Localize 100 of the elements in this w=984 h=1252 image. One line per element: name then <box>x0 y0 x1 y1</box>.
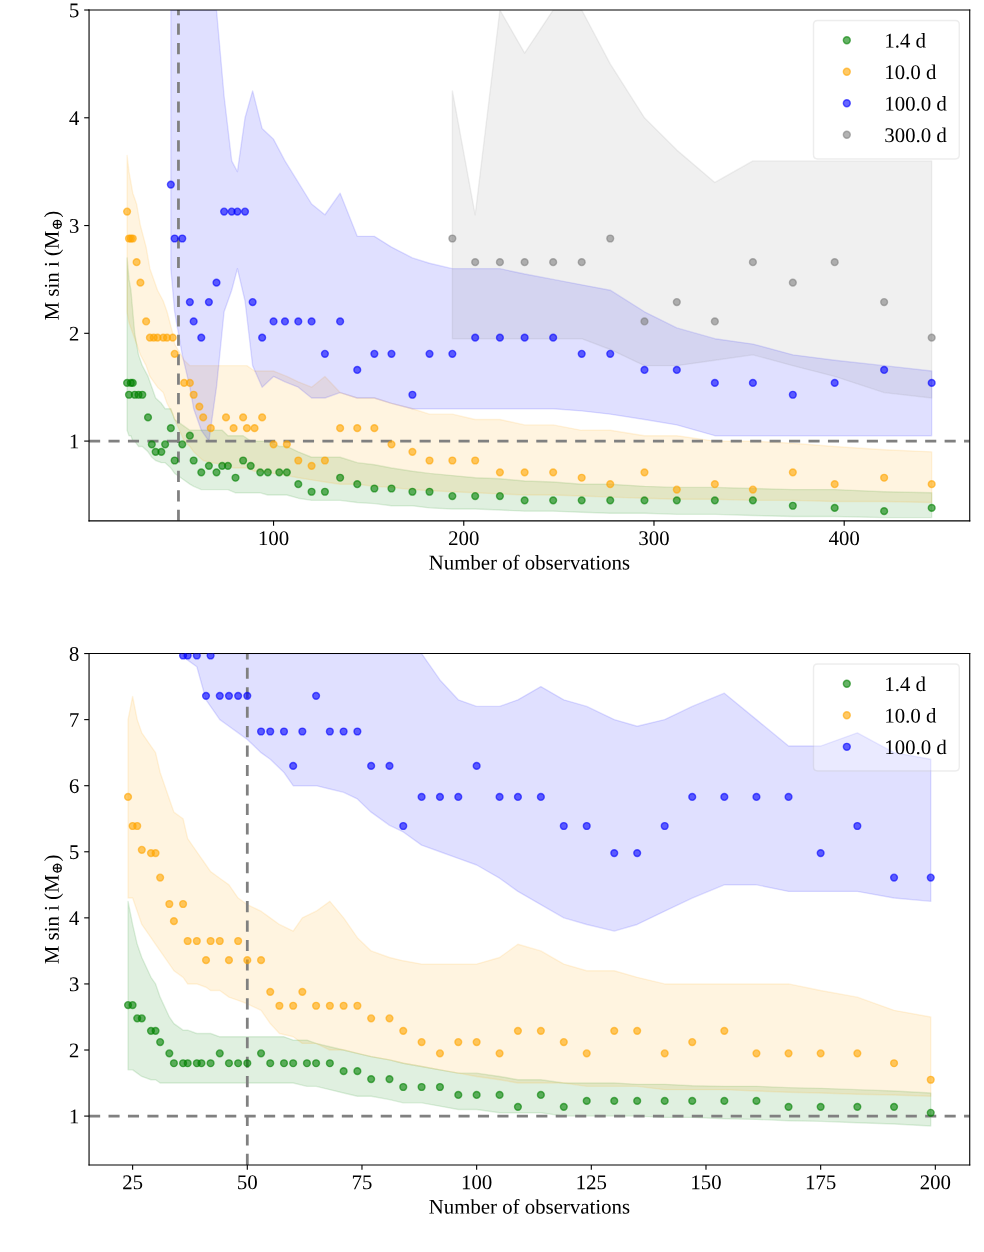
point <box>223 461 233 470</box>
point <box>660 1096 669 1105</box>
point <box>606 496 615 505</box>
point <box>688 1096 697 1105</box>
point <box>633 1026 642 1035</box>
point <box>748 496 757 505</box>
x-tick-label: 200 <box>920 1175 951 1190</box>
y-axis-title: M sin i (M$_{⊕}$) <box>44 211 64 320</box>
point <box>136 278 145 287</box>
point <box>234 936 243 946</box>
x-tick-label: 50 <box>238 1175 257 1190</box>
point <box>248 297 257 307</box>
point <box>195 402 204 411</box>
point <box>224 691 234 700</box>
legend-label: 1.4 d <box>886 33 926 48</box>
point <box>156 873 165 882</box>
point <box>128 1000 137 1010</box>
point <box>165 899 174 909</box>
point <box>336 317 345 326</box>
point <box>269 317 278 326</box>
point <box>165 1049 174 1058</box>
point <box>640 496 649 505</box>
point <box>353 424 362 433</box>
x-tick-label: 100 <box>259 531 289 546</box>
point <box>170 349 179 358</box>
point <box>417 792 426 802</box>
point <box>307 317 316 326</box>
x-tick-label: 300 <box>639 531 669 546</box>
point <box>183 653 192 660</box>
point <box>320 349 330 358</box>
point <box>266 727 275 736</box>
legend-label: 10.0 d <box>886 708 937 723</box>
point <box>752 792 761 802</box>
point <box>549 468 558 477</box>
point <box>454 1090 463 1100</box>
point <box>788 468 797 477</box>
point <box>243 956 252 965</box>
point <box>520 468 529 477</box>
point <box>640 317 649 326</box>
point <box>132 258 141 267</box>
point <box>289 1059 298 1068</box>
point <box>325 1059 334 1068</box>
point <box>206 653 215 660</box>
point <box>513 1102 523 1111</box>
point <box>336 473 345 482</box>
point <box>385 761 394 770</box>
point <box>559 1102 568 1111</box>
point <box>417 1037 426 1047</box>
point <box>312 1059 321 1068</box>
point <box>282 468 291 477</box>
x-tick-label: 400 <box>828 531 860 546</box>
x-tick-label: 75 <box>352 1175 372 1190</box>
point <box>353 727 362 736</box>
point <box>387 349 396 358</box>
point <box>633 849 642 858</box>
point <box>233 207 242 216</box>
point <box>927 378 936 387</box>
point <box>339 727 348 736</box>
point <box>206 424 215 433</box>
y-tick-label: 5 <box>70 3 79 18</box>
point <box>234 1059 243 1068</box>
point <box>123 792 133 802</box>
point <box>454 1037 463 1047</box>
point <box>417 1082 426 1092</box>
y-tick-label: 1 <box>70 434 79 449</box>
point <box>926 1075 935 1084</box>
point <box>471 491 480 501</box>
point <box>425 349 434 358</box>
point <box>606 234 615 243</box>
point <box>880 365 889 375</box>
point <box>256 468 265 477</box>
point <box>830 480 839 489</box>
point <box>142 317 151 326</box>
point <box>610 1026 619 1035</box>
point <box>204 461 213 470</box>
point <box>385 1014 394 1023</box>
point <box>633 1096 642 1105</box>
point <box>224 956 234 965</box>
point <box>448 456 457 465</box>
point <box>536 1090 545 1100</box>
point <box>471 456 480 465</box>
point <box>520 496 529 505</box>
point <box>495 491 505 501</box>
point <box>353 1067 362 1076</box>
point <box>582 1096 591 1105</box>
point <box>185 297 194 307</box>
point <box>294 317 303 326</box>
point <box>889 1102 899 1111</box>
point <box>927 480 936 489</box>
y-tick-label: 2 <box>69 1043 79 1058</box>
x-tick-label: 125 <box>577 1175 607 1190</box>
point <box>471 258 480 267</box>
point <box>495 468 505 477</box>
point <box>495 1090 504 1100</box>
point <box>816 1102 825 1111</box>
point <box>206 936 215 946</box>
legend-label: 1.4 d <box>886 676 926 692</box>
point <box>926 873 935 882</box>
x-tick-label: 200 <box>449 531 479 546</box>
y-tick-label: 6 <box>69 779 79 794</box>
